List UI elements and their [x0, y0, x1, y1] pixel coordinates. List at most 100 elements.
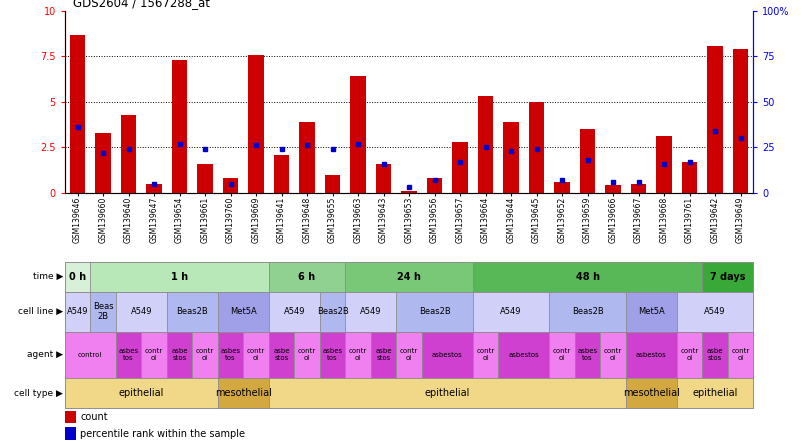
Text: A549: A549 [360, 307, 382, 316]
Text: contr
ol: contr ol [604, 349, 622, 361]
Bar [549, 292, 626, 332]
Bar [192, 332, 218, 378]
Bar [396, 292, 473, 332]
Bar [218, 292, 269, 332]
Text: mesothelial: mesothelial [623, 388, 680, 398]
Text: asbe
stos: asbe stos [273, 349, 290, 361]
Bar [269, 378, 626, 408]
Bar [116, 292, 167, 332]
Bar [121, 115, 136, 193]
Text: time ▶: time ▶ [32, 272, 63, 281]
Text: asbestos: asbestos [636, 352, 667, 358]
Bar [677, 292, 753, 332]
Bar [371, 332, 396, 378]
Bar [65, 428, 76, 440]
Text: contr
ol: contr ol [400, 349, 418, 361]
Bar [677, 378, 753, 408]
Bar [453, 142, 467, 193]
Text: contr
ol: contr ol [145, 349, 163, 361]
Text: 48 h: 48 h [576, 272, 599, 281]
Text: Beas
2B: Beas 2B [92, 302, 113, 321]
Text: A549: A549 [130, 307, 152, 316]
Text: 24 h: 24 h [397, 272, 421, 281]
Bar [274, 155, 289, 193]
Text: asbestos: asbestos [432, 352, 463, 358]
Text: cell line ▶: cell line ▶ [18, 307, 63, 316]
Text: asbe
stos: asbe stos [171, 349, 188, 361]
Bar [351, 76, 365, 193]
Bar [473, 262, 702, 292]
Text: Met5A: Met5A [230, 307, 257, 316]
Text: A549: A549 [66, 307, 88, 316]
Text: asbes
tos: asbes tos [578, 349, 598, 361]
Bar [503, 122, 518, 193]
Text: A549: A549 [501, 307, 522, 316]
Text: Met5A: Met5A [638, 307, 665, 316]
Bar [300, 122, 315, 193]
Bar [396, 332, 422, 378]
Bar [626, 378, 677, 408]
Bar [269, 262, 345, 292]
Bar [580, 129, 595, 193]
Bar [223, 178, 238, 193]
Text: epithelial: epithelial [693, 388, 738, 398]
Text: GDS2604 / 1567288_at: GDS2604 / 1567288_at [73, 0, 210, 9]
Bar [677, 332, 702, 378]
Bar [402, 191, 416, 193]
Bar [626, 332, 677, 378]
Bar [376, 164, 391, 193]
Text: 1 h: 1 h [171, 272, 188, 281]
Bar [702, 262, 753, 292]
Bar [96, 133, 111, 193]
Bar [249, 55, 264, 193]
Bar [656, 136, 671, 193]
Bar [70, 35, 85, 193]
Text: 6 h: 6 h [299, 272, 316, 281]
Bar [422, 332, 473, 378]
Text: Beas2B: Beas2B [572, 307, 603, 316]
Bar [65, 378, 218, 408]
Bar [345, 332, 371, 378]
Text: epithelial: epithelial [424, 388, 470, 398]
Bar [147, 184, 162, 193]
Bar [549, 332, 575, 378]
Bar [473, 332, 498, 378]
Bar [473, 292, 549, 332]
Bar [325, 174, 340, 193]
Bar [141, 332, 167, 378]
Text: count: count [80, 412, 108, 422]
Bar [218, 378, 269, 408]
Bar [90, 292, 116, 332]
Bar [682, 162, 697, 193]
Text: asbestos: asbestos [509, 352, 539, 358]
Bar [269, 332, 294, 378]
Text: agent ▶: agent ▶ [28, 350, 63, 360]
Text: contr
ol: contr ol [731, 349, 750, 361]
Bar [172, 60, 187, 193]
Bar [65, 332, 116, 378]
Text: 0 h: 0 h [69, 272, 86, 281]
Bar [198, 164, 213, 193]
Bar [702, 332, 728, 378]
Text: mesothelial: mesothelial [215, 388, 271, 398]
Text: contr
ol: contr ol [349, 349, 367, 361]
Bar [320, 332, 345, 378]
Bar [345, 292, 396, 332]
Text: cell type ▶: cell type ▶ [15, 389, 63, 398]
Text: contr
ol: contr ol [247, 349, 265, 361]
Text: asbes
tos: asbes tos [322, 349, 343, 361]
Bar [167, 332, 192, 378]
Bar [529, 102, 544, 193]
Text: contr
ol: contr ol [553, 349, 571, 361]
Bar [65, 292, 90, 332]
Text: 7 days: 7 days [710, 272, 745, 281]
Bar [605, 186, 620, 193]
Bar [65, 411, 76, 424]
Text: contr
ol: contr ol [196, 349, 214, 361]
Bar [243, 332, 269, 378]
Bar [498, 332, 549, 378]
Text: Beas2B: Beas2B [419, 307, 450, 316]
Text: asbe
stos: asbe stos [707, 349, 723, 361]
Bar [427, 178, 442, 193]
Bar [600, 332, 626, 378]
